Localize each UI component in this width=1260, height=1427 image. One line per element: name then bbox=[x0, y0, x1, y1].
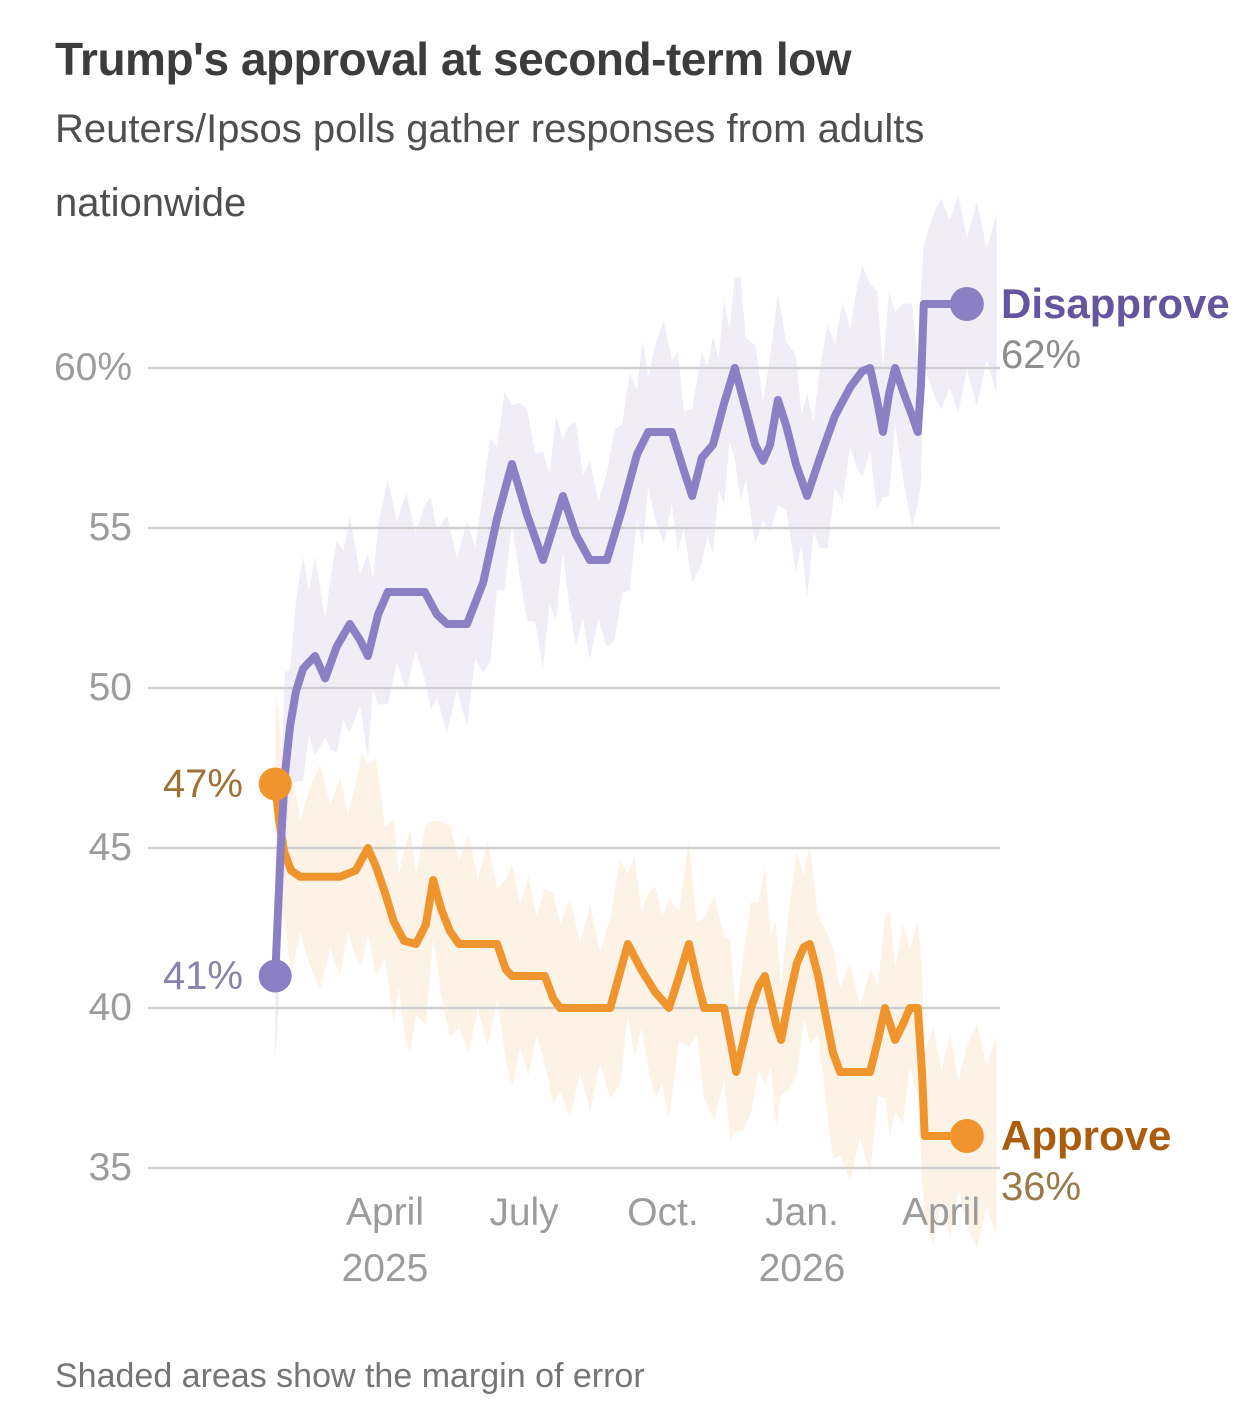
approve-start-dot bbox=[258, 767, 292, 801]
y-tick-60: 60% bbox=[53, 346, 132, 389]
approve-legend-label: Approve bbox=[1001, 1112, 1172, 1159]
x-year-2026: 2026 bbox=[758, 1247, 846, 1290]
disapprove-legend-label: Disapprove bbox=[1001, 280, 1230, 327]
disapprove-moe-band bbox=[275, 195, 997, 1060]
y-tick-35: 35 bbox=[88, 1146, 132, 1189]
disapprove-line bbox=[271, 300, 971, 980]
x-tick-april-2026: April bbox=[901, 1191, 981, 1234]
approve-start-value-label: 47% bbox=[162, 762, 243, 806]
x-year-2025: 2025 bbox=[341, 1247, 429, 1290]
y-tick-40: 40 bbox=[88, 986, 132, 1029]
approve-end-dot bbox=[949, 1119, 984, 1153]
x-tick-oct: Oct. bbox=[627, 1191, 699, 1234]
approve-end-value-label: 36% bbox=[1001, 1165, 1082, 1209]
chart-title: Trump's approval at second-term low bbox=[55, 33, 852, 85]
y-tick-45: 45 bbox=[88, 826, 132, 869]
approve-moe-band bbox=[275, 700, 997, 1248]
disapprove-start-value-label: 41% bbox=[162, 954, 243, 998]
y-tick-55: 55 bbox=[88, 506, 132, 549]
disapprove-end-value-label: 62% bbox=[1001, 333, 1082, 377]
margin-of-error-note: Shaded areas show the margin of error bbox=[55, 1357, 645, 1395]
disapprove-start-dot bbox=[258, 959, 292, 993]
approve-line bbox=[271, 780, 971, 1140]
x-tick-july: July bbox=[489, 1191, 559, 1234]
disapprove-end-dot bbox=[949, 287, 984, 321]
moe-bands bbox=[275, 195, 997, 1248]
series-lines bbox=[271, 300, 971, 1140]
y-tick-50: 50 bbox=[88, 666, 132, 709]
series-dots bbox=[258, 287, 984, 1153]
x-tick-april-2025: April bbox=[345, 1191, 425, 1234]
x-tick-jan-2026: Jan. bbox=[765, 1191, 839, 1234]
chart-subtitle: Reuters/Ipsos polls gather responses fro… bbox=[55, 107, 925, 225]
